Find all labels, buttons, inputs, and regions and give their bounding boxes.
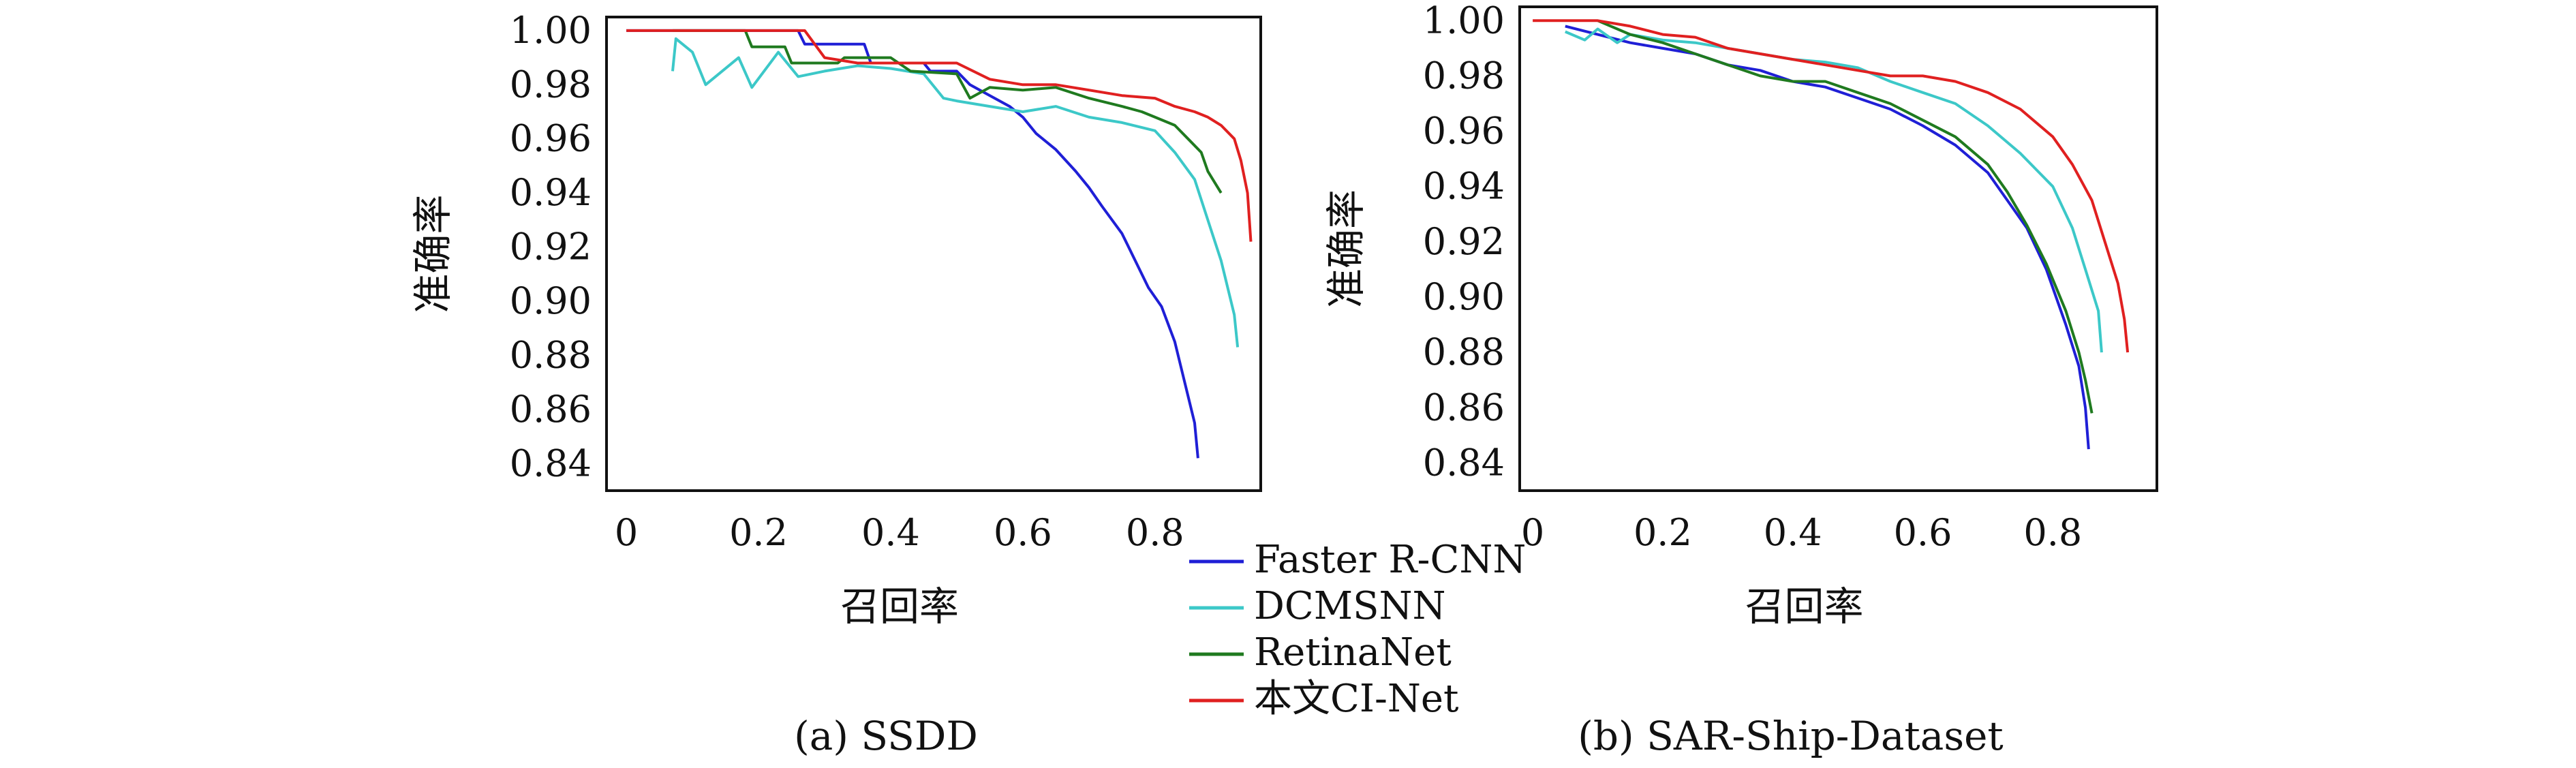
chart-b-x-tick-labels: 0 0.2 0.4 0.6 0.8 — [1521, 511, 2082, 554]
x-tick-label: 0.4 — [861, 511, 920, 554]
chart-b-series-group — [1533, 19, 2130, 450]
y-tick-label: 0.86 — [510, 388, 592, 431]
x-tick-label: 0.8 — [2023, 511, 2082, 554]
chart-b-plot-frame — [1518, 5, 2158, 492]
series-line-faster-r-cnn — [1565, 25, 2090, 450]
x-tick-label: 0.4 — [1764, 511, 1822, 554]
y-tick-label: 0.96 — [510, 117, 592, 160]
series-line-dcmsnn — [671, 37, 1240, 348]
y-tick-label: 0.92 — [510, 226, 592, 268]
x-tick-label: 0.2 — [729, 511, 788, 554]
x-tick-label: 0.2 — [1634, 511, 1692, 554]
legend-label: 本文CI-Net — [1254, 677, 1459, 721]
y-tick-label: 0.88 — [510, 333, 592, 376]
y-tick-label: 0.96 — [1423, 110, 1505, 153]
chart-a-x-axis-title: 召回率 — [840, 583, 959, 630]
chart-a-plot-frame — [605, 16, 1262, 492]
chart-a-series-group — [626, 29, 1253, 459]
chart-panel-b: 0.84 0.86 0.88 0.90 0.92 0.94 0.96 0.98 1.00 0 0.… — [1323, 0, 2158, 759]
chart-b-caption: (b) SAR-Ship-Dataset — [1578, 713, 2003, 759]
chart-b-y-axis-title: 准确率 — [1323, 189, 1369, 308]
chart-b-x-axis-title: 召回率 — [1745, 583, 1863, 630]
x-tick-label: 0.8 — [1126, 511, 1184, 554]
series-line-retinanet — [673, 29, 1223, 194]
legend-label: DCMSNN — [1254, 584, 1445, 628]
y-tick-label: 0.90 — [1423, 275, 1505, 318]
series-line-retinanet — [1597, 19, 2094, 414]
y-tick-label: 0.86 — [1423, 386, 1505, 429]
chart-a-y-axis-title: 准确率 — [410, 194, 456, 313]
y-tick-label: 1.00 — [510, 9, 592, 52]
x-tick-label: 0 — [1521, 511, 1544, 554]
y-tick-label: 0.98 — [510, 63, 592, 106]
legend-label: RetinaNet — [1254, 630, 1452, 675]
chart-a-y-tick-labels: 0.84 0.86 0.88 0.90 0.92 0.94 0.96 0.98 1.00 — [510, 9, 592, 485]
y-tick-label: 0.84 — [1423, 441, 1505, 484]
y-tick-label: 0.84 — [510, 442, 592, 485]
x-tick-label: 0.6 — [1894, 511, 1952, 554]
y-tick-label: 0.94 — [1423, 165, 1505, 208]
chart-a-caption: (a) SSDD — [794, 713, 978, 759]
series-line-ci-net — [626, 29, 1253, 242]
series-line-dcmsnn — [1565, 27, 2103, 353]
chart-panel-a: 0.84 0.86 0.88 0.90 0.92 0.94 0.96 0.98 1.00 0 0.… — [410, 9, 1262, 759]
y-tick-label: 1.00 — [1423, 0, 1505, 42]
chart-b-y-tick-labels: 0.84 0.86 0.88 0.90 0.92 0.94 0.96 0.98 1.00 — [1423, 0, 1505, 484]
series-line-ci-net — [1533, 19, 2130, 353]
y-tick-label: 0.88 — [1423, 331, 1505, 373]
legend-label: Faster R-CNN — [1254, 538, 1526, 582]
y-tick-label: 0.98 — [1423, 54, 1505, 97]
x-tick-label: 0.6 — [994, 511, 1052, 554]
x-tick-label: 0 — [615, 511, 638, 554]
chart-a-x-tick-labels: 0 0.2 0.4 0.6 0.8 — [615, 511, 1184, 554]
y-tick-label: 0.92 — [1423, 220, 1505, 263]
y-tick-label: 0.90 — [510, 279, 592, 322]
y-tick-label: 0.94 — [510, 171, 592, 214]
